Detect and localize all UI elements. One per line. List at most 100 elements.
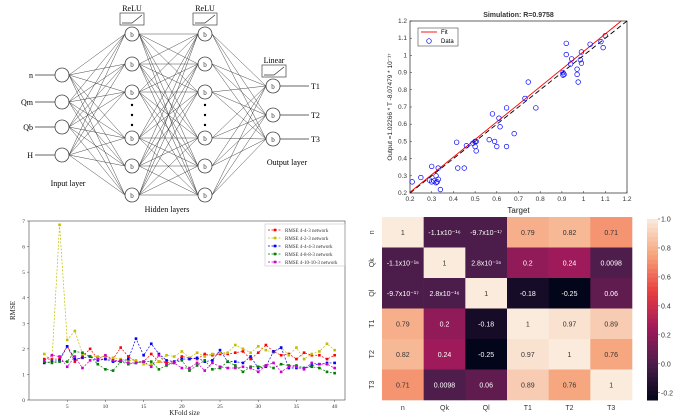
- series-point: [249, 357, 252, 361]
- data-point: [569, 56, 575, 62]
- connection: [211, 91, 267, 140]
- heatmap-cell: [507, 217, 549, 248]
- colorbar-segment: [647, 309, 658, 315]
- series-point: [249, 366, 252, 370]
- series-point: [302, 368, 306, 371]
- series-point: [111, 356, 115, 360]
- series-point: [195, 361, 199, 365]
- connection: [211, 114, 267, 196]
- output-layer-label: Output layer: [267, 158, 308, 167]
- data-point: [600, 45, 606, 51]
- colorbar-segment: [647, 336, 658, 342]
- series-point: [180, 350, 184, 353]
- series-point: [50, 357, 54, 361]
- cell-annotation: 0.82: [396, 352, 410, 359]
- colorbar-segment: [647, 273, 658, 279]
- data-point: [486, 137, 492, 143]
- hidden-node-layer1: [124, 26, 140, 42]
- series-point: [325, 362, 329, 366]
- series-point: [279, 370, 283, 374]
- series-point: [256, 365, 260, 369]
- cell-annotation: 0.97: [563, 321, 577, 328]
- series-point: [180, 355, 184, 358]
- series-point: [58, 223, 61, 227]
- series-point: [149, 342, 153, 346]
- colorbar-segment: [647, 286, 658, 292]
- connection: [211, 63, 267, 116]
- y-axis-label: RMSE: [9, 301, 17, 320]
- data-point: [560, 72, 566, 78]
- legend-label: RMSE 4-2-3 network: [285, 237, 329, 242]
- colorbar-segment: [647, 241, 658, 247]
- data-point: [598, 38, 604, 45]
- series-point: [73, 329, 77, 333]
- node-label: b: [271, 136, 275, 144]
- heatmap-cell: [423, 247, 466, 279]
- connection: [211, 63, 267, 140]
- series-point: [180, 366, 184, 370]
- connection: [211, 91, 267, 116]
- series-point: [195, 351, 199, 354]
- data-point: [533, 105, 539, 111]
- heatmap-cell: [423, 217, 466, 248]
- series-point: [81, 351, 84, 354]
- data-point: [455, 165, 461, 171]
- data-point: [503, 143, 510, 150]
- data-point: [503, 105, 510, 111]
- colorbar-segment: [647, 314, 658, 320]
- cell-annotation: 0.2: [523, 260, 533, 267]
- colorbar-segment: [647, 363, 658, 369]
- node-label: b: [203, 163, 207, 171]
- x-tick-label: 20: [179, 404, 185, 410]
- series-point: [165, 362, 168, 366]
- connection: [211, 85, 267, 139]
- colorbar-segment: [647, 282, 658, 288]
- series-point: [111, 359, 115, 362]
- series-point: [142, 362, 145, 366]
- series-point: [81, 356, 84, 360]
- node-label: b: [203, 192, 207, 200]
- heatmap-cell: [382, 278, 424, 309]
- series-point: [127, 355, 130, 358]
- colorbar-segment: [647, 395, 658, 401]
- heatmap-cell: [423, 308, 466, 340]
- series-point: [241, 370, 245, 374]
- node-label: b: [130, 192, 134, 200]
- relu-2-box: [192, 12, 218, 26]
- series-point: [157, 353, 161, 357]
- series-point: [310, 365, 314, 369]
- series-line: [44, 344, 335, 364]
- x-tick-label: 1.2: [622, 196, 631, 203]
- series-point: [127, 361, 130, 365]
- cell-annotation: -1.1x10⁻¹⁶: [387, 260, 419, 267]
- heatmap-cell: [548, 247, 591, 279]
- cell-annotation: 0.2: [440, 321, 450, 328]
- y-tick-label: 0.5: [398, 138, 407, 145]
- y-tick-label: 1.1: [398, 35, 407, 42]
- colorbar-segment: [647, 304, 658, 310]
- relu-1-label: ReLU: [122, 4, 142, 13]
- y-tick-label: 7: [22, 219, 25, 225]
- series-point: [310, 352, 314, 356]
- data-point: [525, 79, 531, 85]
- heatmap-cell: [590, 247, 633, 279]
- series-point: [272, 366, 275, 370]
- data-point: [463, 143, 470, 149]
- cell-annotation: 0.76: [604, 352, 618, 359]
- series-point: [203, 352, 207, 356]
- fit-line: [409, 20, 622, 193]
- cell-annotation: -0.25: [562, 291, 578, 298]
- linear-box: [261, 64, 287, 78]
- data-point: [494, 143, 500, 150]
- colorbar-segment: [647, 381, 658, 387]
- x-tick-label: 0.8: [536, 196, 545, 203]
- series-point: [241, 347, 245, 351]
- hidden-node-layer2: [197, 26, 213, 42]
- x-tick-label: 10: [103, 404, 109, 410]
- series-point: [73, 357, 77, 361]
- connection: [68, 33, 126, 128]
- heatmap-cell: [465, 339, 508, 370]
- series-point: [234, 360, 237, 363]
- series-point: [234, 351, 237, 354]
- series-point: [234, 366, 237, 370]
